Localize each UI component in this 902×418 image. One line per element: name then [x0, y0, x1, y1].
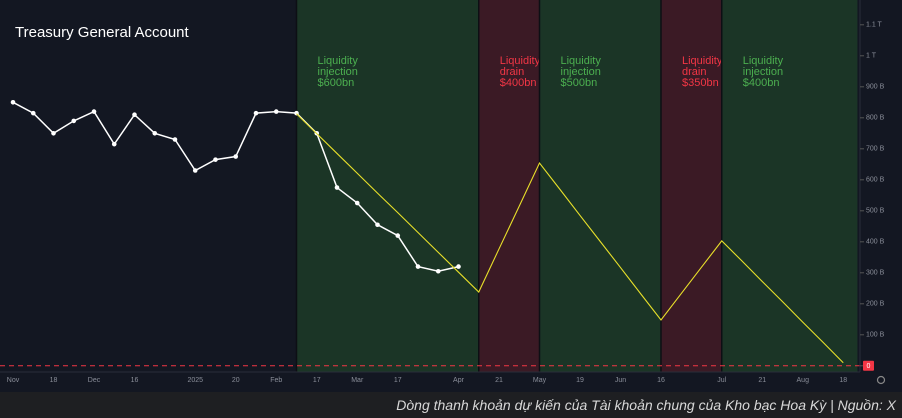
- point: [354, 200, 360, 206]
- point: [456, 264, 461, 269]
- y-tick-label: 500 B: [866, 208, 885, 215]
- x-tick-label: 17: [394, 377, 402, 384]
- settings-icon[interactable]: [876, 375, 886, 385]
- chart-title: Treasury General Account: [15, 24, 190, 41]
- point: [10, 100, 16, 105]
- zone-label: drain: [500, 66, 524, 78]
- point: [435, 268, 441, 274]
- y-tick-label: 800 B: [866, 115, 885, 122]
- x-tick-label: 21: [495, 377, 503, 384]
- zone-label: $350bn: [682, 77, 719, 89]
- y-tick-label: 200 B: [866, 301, 885, 308]
- x-tick-label: Jul: [717, 377, 726, 384]
- zone-label: Liquidity: [561, 55, 602, 67]
- x-tick-label: Feb: [270, 377, 282, 384]
- point: [71, 118, 77, 124]
- zone-label: Liquidity: [318, 55, 359, 67]
- zone-label: injection: [318, 66, 358, 78]
- y-tick-label: 900 B: [866, 84, 885, 91]
- x-tick-label: Jun: [615, 377, 626, 384]
- x-tick-label: May: [533, 377, 547, 384]
- zone-label: Liquidity: [743, 55, 784, 67]
- x-tick-label: 18: [839, 377, 847, 384]
- x-tick-label: 19: [576, 377, 584, 384]
- zone-label: Liquidity: [682, 55, 723, 67]
- point: [51, 131, 56, 136]
- point: [91, 109, 97, 114]
- y-tick-label: 300 B: [866, 270, 885, 277]
- y-tick-label: 1.1 T: [866, 22, 883, 29]
- zone: [296, 0, 479, 372]
- zone-label: $400bn: [743, 77, 780, 89]
- point: [192, 168, 198, 173]
- x-tick-label: 16: [131, 377, 139, 384]
- x-tick-label: Apr: [453, 377, 465, 384]
- point: [253, 110, 259, 116]
- zone: [539, 0, 661, 372]
- x-tick-label: 2025: [187, 377, 203, 384]
- point: [415, 264, 421, 269]
- point: [111, 141, 117, 147]
- x-tick-label: Nov: [7, 377, 20, 384]
- zero-label-box: [863, 360, 874, 371]
- point: [213, 157, 218, 162]
- zone-label: injection: [743, 66, 783, 78]
- x-tick-label: Aug: [797, 377, 810, 384]
- point: [172, 137, 178, 142]
- point: [30, 110, 36, 116]
- zone-label: drain: [682, 66, 706, 78]
- x-tick-label: 16: [657, 377, 665, 384]
- point: [273, 109, 279, 114]
- line: [296, 113, 844, 364]
- point: [152, 131, 158, 136]
- x-tick-label: 18: [50, 377, 58, 384]
- zone-label: $400bn: [500, 77, 537, 89]
- x-tick-label: Mar: [351, 377, 364, 384]
- point: [132, 112, 137, 117]
- y-tick-label: 0: [867, 363, 871, 370]
- y-tick-label: 400 B: [866, 239, 885, 246]
- y-tick-label: 100 B: [866, 332, 885, 339]
- x-tick-label: 17: [313, 377, 321, 384]
- zone-label: $600bn: [318, 77, 355, 89]
- zone: [721, 0, 858, 372]
- y-tick-label: 600 B: [866, 177, 885, 184]
- y-tick-label: 1 T: [866, 53, 877, 60]
- point: [375, 222, 380, 228]
- y-tick-label: 700 B: [866, 146, 885, 153]
- zone: [478, 0, 540, 372]
- zone-label: $500bn: [561, 77, 598, 89]
- point: [233, 154, 239, 159]
- point: [334, 185, 340, 190]
- x-tick-label: 20: [232, 377, 240, 384]
- x-tick-label: 21: [758, 377, 766, 384]
- point: [395, 233, 401, 238]
- zone: [661, 0, 722, 372]
- x-tick-label: Dec: [88, 377, 101, 384]
- zone-label: Liquidity: [500, 55, 541, 67]
- chart: Liquidityinjection$600bnLiquiditydrain$4…: [0, 0, 886, 385]
- caption: Dòng thanh khoản dự kiến của Tài khoản c…: [0, 392, 902, 418]
- zone-label: injection: [561, 66, 601, 78]
